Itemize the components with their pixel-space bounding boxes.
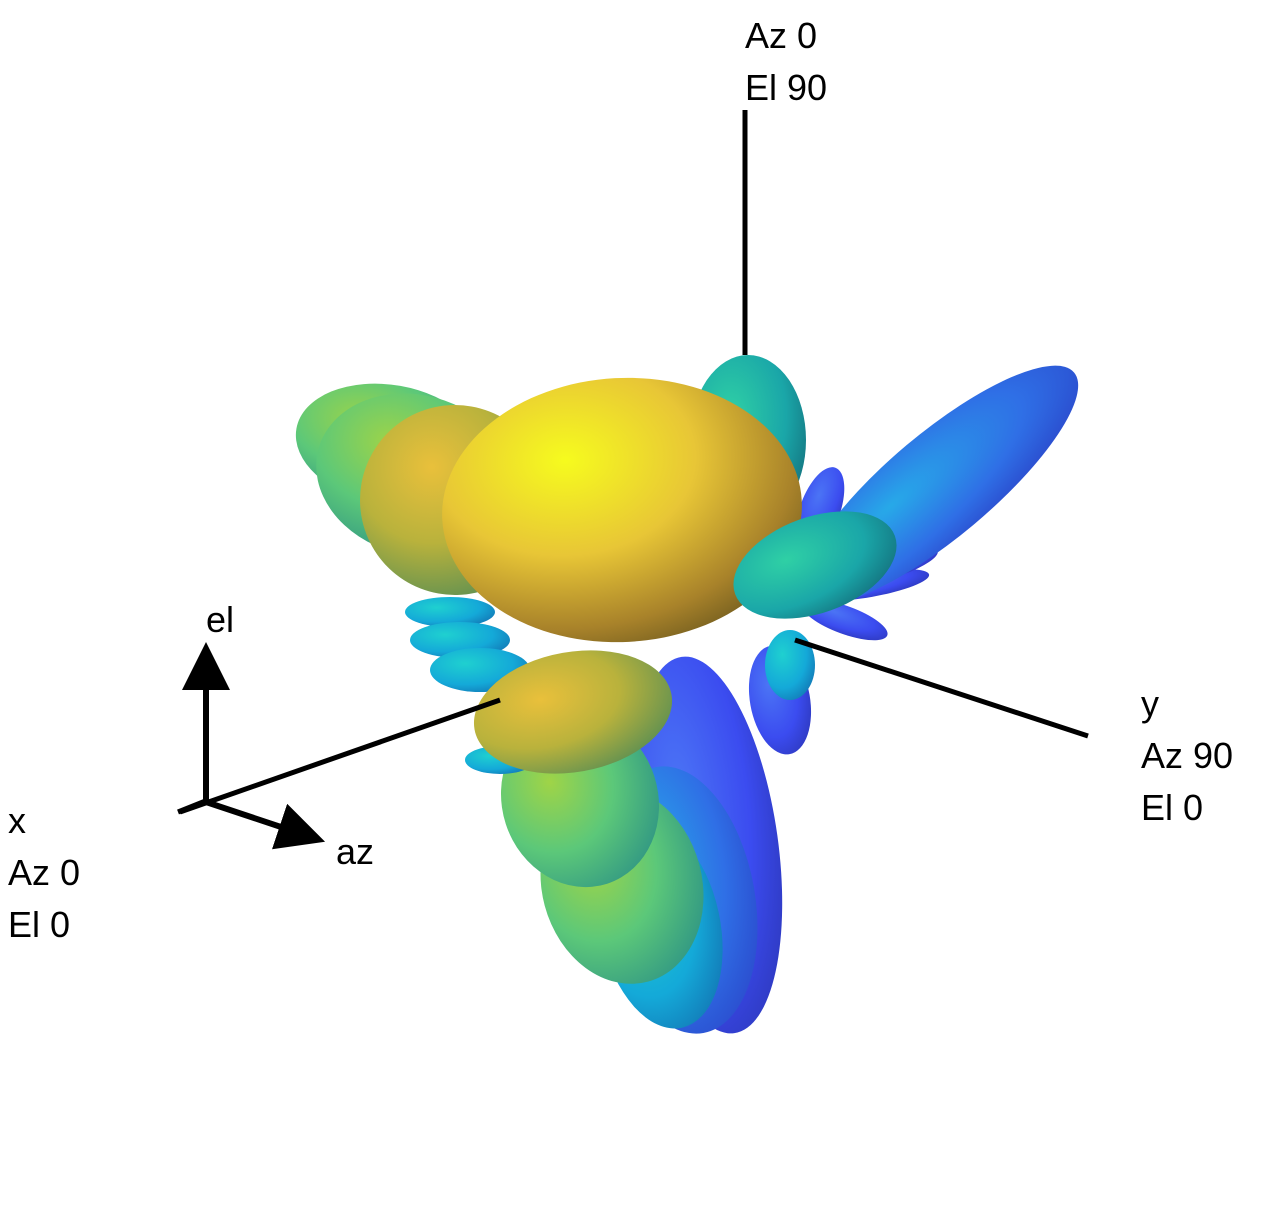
x-axis-label-line: Az 0 [8, 847, 80, 899]
z-axis-label: Az 0 El 90 [745, 10, 827, 114]
x-axis-line [180, 700, 500, 812]
y-axis-label-line: El 0 [1141, 782, 1233, 834]
el-label: el [206, 594, 234, 646]
y-axis-label: y Az 90 El 0 [1141, 678, 1233, 834]
x-axis-label-line: x [8, 795, 80, 847]
azimuth-indicator-label: az [336, 826, 374, 878]
elevation-indicator-label: el [206, 594, 234, 646]
y-axis-label-line: Az 90 [1141, 730, 1233, 782]
x-axis-label: x Az 0 El 0 [8, 795, 80, 951]
z-axis-label-line: Az 0 [745, 10, 827, 62]
azimuth-arrow [206, 802, 308, 836]
side-lobe [765, 630, 815, 700]
x-axis-label-line: El 0 [8, 899, 80, 951]
az-label: az [336, 826, 374, 878]
y-axis-line [795, 640, 1088, 736]
y-axis-label-line: y [1141, 678, 1233, 730]
z-axis-label-line: El 90 [745, 62, 827, 114]
pattern-lobes [286, 333, 1107, 1046]
